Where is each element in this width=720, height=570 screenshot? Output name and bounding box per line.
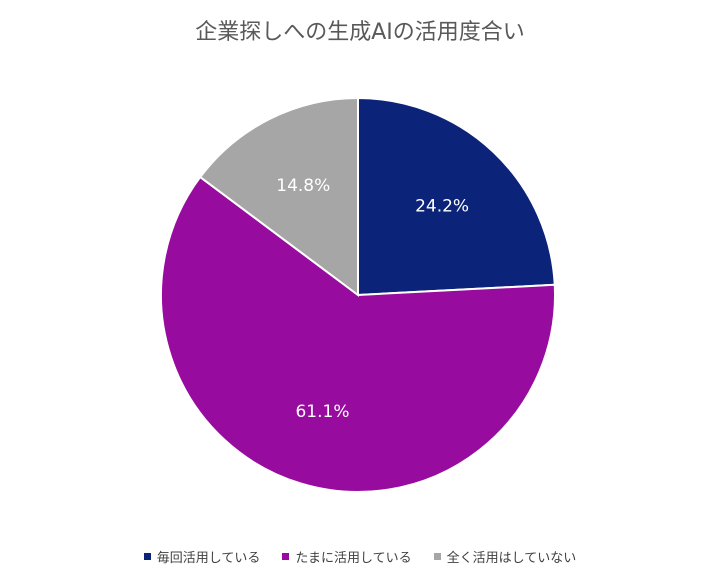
legend-label-sometimes: たまに活用している bbox=[295, 551, 412, 566]
legend: 毎回活用している たまに活用している 全く活用はしていない bbox=[0, 547, 720, 566]
legend-swatch-every-time bbox=[143, 553, 151, 560]
legend-swatch-never bbox=[433, 553, 441, 560]
legend-label-every-time: 毎回活用している bbox=[156, 551, 261, 566]
legend-label-never: 全く活用はしていない bbox=[446, 551, 577, 566]
legend-swatch-sometimes bbox=[282, 553, 290, 560]
legend-item-never: 全く活用はしていない bbox=[433, 547, 577, 566]
pie-slice-every-time bbox=[357, 96, 556, 297]
data-label-never: 14.8% bbox=[276, 176, 330, 196]
legend-item-every-time: 毎回活用している bbox=[143, 547, 261, 566]
pie-slice-never bbox=[198, 96, 359, 297]
data-label-sometimes: 61.1% bbox=[295, 402, 349, 422]
legend-item-sometimes: たまに活用している bbox=[282, 547, 412, 566]
data-label-every-time: 24.2% bbox=[415, 196, 469, 216]
chart-title: 企業探しへの生成AIの活用度合い bbox=[195, 20, 525, 45]
pie-slice-sometimes bbox=[160, 175, 556, 493]
